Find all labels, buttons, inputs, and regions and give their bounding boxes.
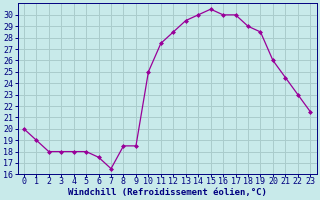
- X-axis label: Windchill (Refroidissement éolien,°C): Windchill (Refroidissement éolien,°C): [68, 188, 267, 197]
